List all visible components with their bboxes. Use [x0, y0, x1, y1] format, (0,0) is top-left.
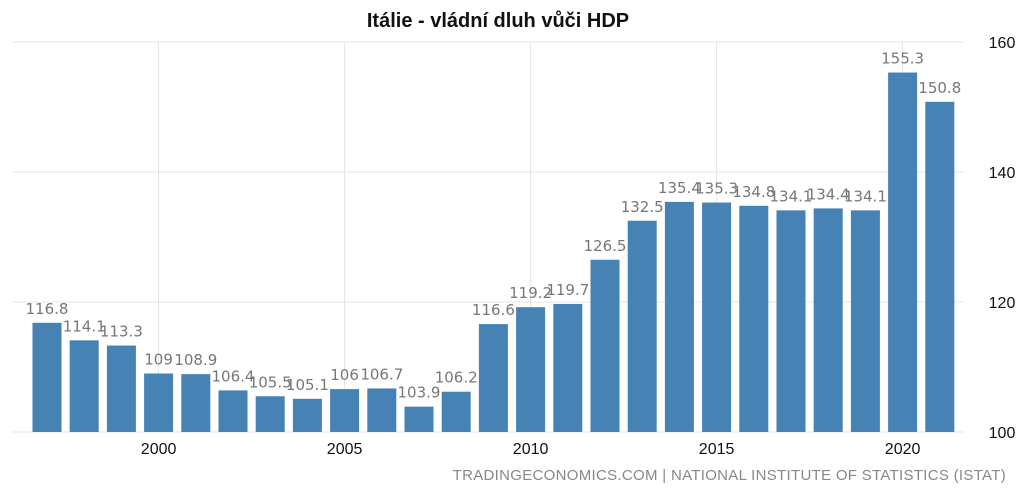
- bar-layer: [32, 72, 955, 433]
- data-label: 106: [330, 366, 359, 384]
- chart-title: Itálie - vládní dluh vůči HDP: [367, 10, 629, 32]
- bar: [739, 205, 769, 432]
- data-label: 126.5: [584, 237, 627, 255]
- bar: [69, 340, 99, 432]
- y-tick-label: 120: [989, 295, 1016, 312]
- data-label: 109: [144, 351, 173, 369]
- y-tick-label: 160: [989, 35, 1016, 52]
- data-label: 103.9: [398, 384, 441, 402]
- data-label: 150.8: [918, 79, 961, 97]
- bar: [255, 396, 285, 432]
- bar: [776, 210, 806, 432]
- data-label: 155.3: [881, 50, 924, 68]
- data-label: 106.4: [212, 367, 255, 385]
- data-label: 134.8: [732, 183, 775, 201]
- data-label: 113.3: [100, 323, 143, 341]
- data-label: 105.5: [249, 373, 292, 391]
- bar: [888, 72, 918, 433]
- bar: [181, 374, 211, 432]
- data-label: 132.5: [621, 198, 664, 216]
- x-tick-label: 2000: [141, 441, 177, 458]
- data-label: 135.3: [695, 180, 738, 198]
- bar: [553, 303, 583, 432]
- data-label: 134.4: [807, 185, 850, 203]
- x-tick-label: 2005: [327, 441, 363, 458]
- bar: [367, 388, 397, 432]
- data-label: 135.4: [658, 179, 701, 197]
- x-tick-label: 2020: [885, 441, 921, 458]
- y-tick-label: 100: [989, 425, 1016, 442]
- data-label: 105.1: [286, 376, 329, 394]
- y-tick-label: 140: [989, 165, 1016, 182]
- bar: [664, 201, 694, 432]
- data-label: 116.6: [472, 301, 515, 319]
- bar: [813, 208, 843, 432]
- data-label: 119.7: [546, 281, 589, 299]
- bar: [478, 324, 508, 432]
- data-label: 106.7: [360, 365, 403, 383]
- bar: [590, 259, 620, 432]
- bar: [850, 210, 880, 432]
- bar: [441, 391, 471, 432]
- bar: [106, 345, 136, 432]
- x-tick-label: 2010: [513, 441, 549, 458]
- bar: [516, 307, 546, 432]
- data-label: 108.9: [174, 351, 217, 369]
- data-label: 134.1: [770, 187, 813, 205]
- data-label: 134.1: [844, 187, 887, 205]
- bar: [404, 406, 434, 432]
- bar: [330, 389, 360, 432]
- y-axis: 100 120 140 160: [989, 35, 1016, 442]
- x-tick-label: 2015: [699, 441, 735, 458]
- bar: [292, 398, 322, 432]
- source-attribution: TRADINGECONOMICS.COM | NATIONAL INSTITUT…: [453, 467, 1006, 484]
- bar: [144, 373, 174, 432]
- bar: [702, 202, 732, 432]
- bar: [32, 322, 62, 432]
- data-label: 106.2: [435, 369, 478, 387]
- bar: [627, 220, 657, 432]
- bar: [218, 390, 248, 432]
- data-label: 119.2: [509, 284, 552, 302]
- bar: [925, 101, 955, 433]
- data-label: 116.8: [26, 300, 69, 318]
- data-label: 114.1: [63, 317, 106, 335]
- x-axis: 2000 2005 2010 2015 2020: [141, 441, 921, 458]
